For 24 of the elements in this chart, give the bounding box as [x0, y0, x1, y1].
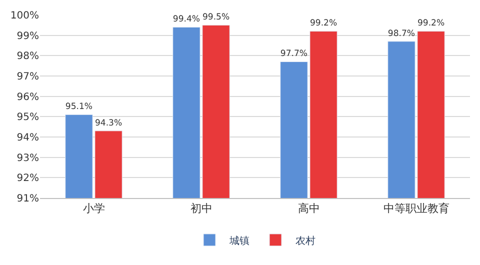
data-label: 99.2%	[310, 18, 338, 29]
y-tick-label: 100%	[10, 10, 39, 22]
data-label: 95.1%	[65, 102, 93, 112]
data-label: 99.5%	[202, 12, 230, 23]
y-tick-label: 97%	[16, 72, 39, 82]
y-tick-label: 99%	[16, 30, 39, 42]
y-tick-label: 98%	[16, 51, 39, 62]
y-tick-label: 91%	[16, 194, 39, 204]
y-tick-label: 92%	[16, 173, 39, 184]
legend-label: 城镇	[228, 234, 250, 247]
x-tick-label: 初中	[190, 202, 212, 216]
x-tick-label: 高中	[298, 202, 320, 216]
data-label: 97.7%	[280, 49, 308, 60]
data-label: 94.3%	[94, 118, 122, 128]
y-tick-label: 95%	[16, 112, 39, 124]
y-tick-label: 96%	[16, 92, 39, 103]
legend-label: 农村	[296, 234, 316, 247]
y-tick-label: 94%	[16, 132, 39, 144]
x-tick-label: 中等职业教育	[383, 202, 450, 216]
data-label: 99.4%	[172, 14, 200, 25]
data-label: 99.2%	[417, 18, 445, 29]
data-label: 98.7%	[388, 28, 416, 39]
y-tick-label: 93%	[16, 152, 39, 164]
x-tick-label: 小学	[82, 202, 105, 216]
